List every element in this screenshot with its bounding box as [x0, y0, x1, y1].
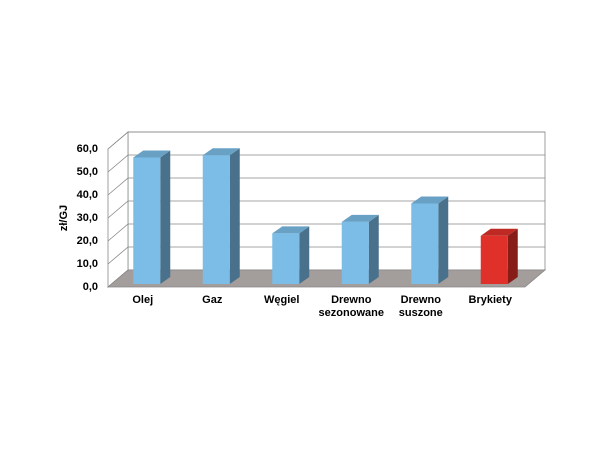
grid-line — [107, 200, 545, 219]
bar-side — [299, 226, 310, 284]
x-tick-label: Olej — [132, 294, 154, 306]
bar — [133, 150, 171, 284]
bar — [480, 228, 518, 284]
bar-side — [507, 228, 518, 284]
bar-front — [411, 203, 439, 284]
bar-side — [229, 148, 240, 284]
bar-front — [480, 235, 508, 284]
bar — [341, 214, 379, 284]
y-tick-label: 50,0 — [77, 166, 98, 178]
x-tick-label: Drewno sezonowane — [318, 294, 384, 319]
y-tick-label: 60,0 — [77, 143, 98, 155]
x-tick-label: Brykiety — [468, 294, 512, 306]
bar-side — [368, 214, 379, 284]
bar-top — [202, 148, 240, 156]
y-tick-label: 0,0 — [83, 281, 98, 293]
y-tick-label: 30,0 — [77, 212, 98, 224]
y-tick-label: 20,0 — [77, 235, 98, 247]
floor — [106, 269, 547, 288]
bar-front — [341, 221, 369, 284]
bar — [202, 148, 240, 284]
bar-top — [341, 214, 379, 222]
bar-side — [160, 150, 171, 284]
bar-side — [438, 196, 449, 284]
grid-line — [107, 177, 545, 196]
grid-line — [107, 131, 545, 150]
grid-line — [107, 223, 545, 242]
bar-top — [480, 228, 518, 236]
x-tick-label: Drewno suszone — [398, 294, 443, 319]
bar-top — [133, 150, 171, 158]
y-axis-label: zł/GJ — [58, 205, 70, 231]
bar — [411, 196, 449, 284]
x-tick-label: Gaz — [202, 294, 223, 306]
bar-front — [272, 233, 300, 284]
bar-front — [202, 155, 230, 284]
y-tick-label: 40,0 — [77, 189, 98, 201]
bar-top — [411, 196, 449, 204]
bar-front — [133, 157, 161, 284]
y-tick-label: 10,0 — [77, 258, 98, 270]
grid-line — [107, 154, 545, 173]
bar — [272, 226, 310, 284]
x-tick-label: Węgiel — [264, 294, 300, 306]
grid-line — [107, 246, 545, 265]
bar-top — [272, 226, 310, 234]
